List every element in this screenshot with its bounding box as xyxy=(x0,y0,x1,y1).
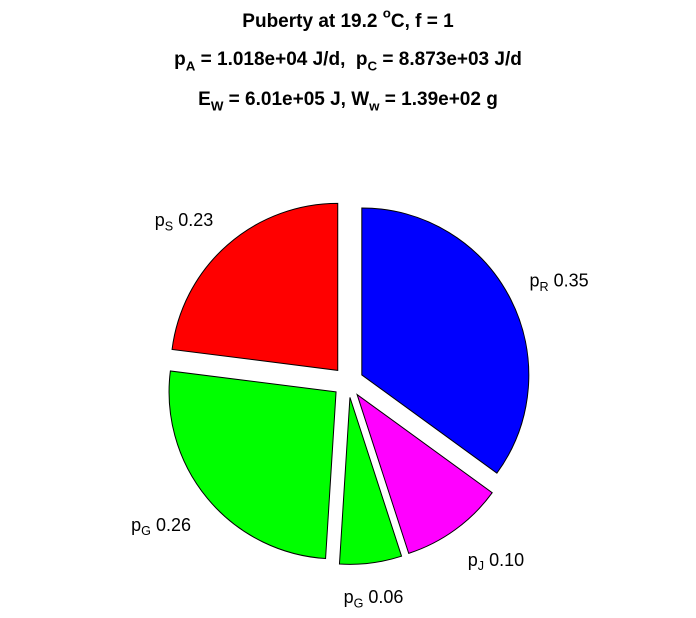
text-segment: p xyxy=(174,49,186,70)
slice-label: pR 0.35 xyxy=(530,270,589,294)
pie-slice xyxy=(338,397,403,565)
text-segment: C, f = 1 xyxy=(391,11,454,32)
text-segment: Puberty at 19.2 xyxy=(242,11,382,32)
text-segment: = 6.01e+05 J, W xyxy=(223,89,369,110)
slice-label: pS 0.23 xyxy=(155,210,213,234)
value-label: 0.26 xyxy=(156,515,191,535)
subscript: G xyxy=(354,597,364,611)
chart-title: EW = 6.01e+05 J, Ww = 1.39e+02 g xyxy=(198,89,498,113)
text-segment: = 1.018e+04 J/d, p xyxy=(195,49,367,70)
pie-slice xyxy=(361,207,530,474)
subscript: S xyxy=(165,220,173,234)
subscript: W xyxy=(211,98,224,113)
text-segment: p xyxy=(155,210,165,230)
pie-slice xyxy=(168,370,337,560)
text-segment: = 8.873e+03 J/d xyxy=(377,49,522,70)
slice-label: pG 0.06 xyxy=(344,587,404,611)
pie-slice xyxy=(356,393,493,554)
subscript: C xyxy=(368,58,378,73)
slice-label: pJ 0.10 xyxy=(468,550,524,574)
subscript: A xyxy=(186,58,196,73)
subscript: w xyxy=(368,98,380,113)
value-label: 0.06 xyxy=(368,587,403,607)
subscript: G xyxy=(141,524,151,538)
subscript: J xyxy=(478,559,484,573)
text-segment: E xyxy=(198,89,211,110)
subscript: R xyxy=(540,280,549,294)
value-label: 0.35 xyxy=(554,270,589,290)
supscript: o xyxy=(383,5,391,20)
value-label: 0.10 xyxy=(489,550,524,570)
text-segment: p xyxy=(131,515,141,535)
text-segment: p xyxy=(530,270,540,290)
slice-label: pG 0.26 xyxy=(131,515,191,539)
chart-title: Puberty at 19.2 oC, f = 1 xyxy=(242,5,454,32)
text-segment: = 1.39e+02 g xyxy=(380,89,498,110)
chart-title: pA = 1.018e+04 J/d, pC = 8.873e+03 J/d xyxy=(174,49,522,73)
pie-slice xyxy=(171,202,339,371)
value-label: 0.23 xyxy=(178,210,213,230)
text-segment: p xyxy=(344,587,354,607)
text-segment: p xyxy=(468,550,478,570)
